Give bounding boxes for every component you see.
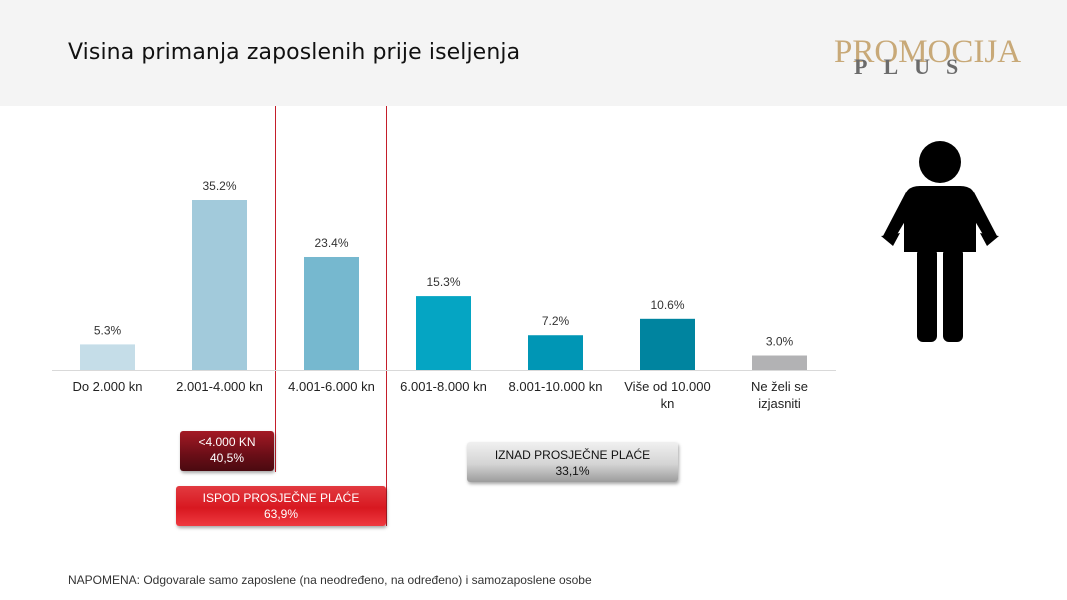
callout-below-average: ISPOD PROSJEČNE PLAĆE 63,9% [176, 486, 386, 526]
value-label-1: 35.2% [202, 179, 236, 193]
callout-below-average-label: ISPOD PROSJEČNE PLAĆE [202, 491, 360, 505]
bar-3 [416, 296, 471, 370]
person-empty-pockets-icon [881, 141, 999, 342]
bar-4 [528, 335, 583, 370]
callout-below-4000: <4.000 KN 40,5% [180, 431, 274, 471]
footnote: NAPOMENA: Odgovarale samo zaposlene (na … [68, 573, 592, 587]
callout-above-average-value: 33,1% [555, 464, 590, 478]
callout-above-average: IZNAD PROSJEČNE PLAĆE 33,1% [467, 442, 678, 482]
bar-2 [304, 256, 359, 370]
category-label-2: 4.001-6.000 kn [288, 379, 375, 394]
threshold-line-4000 [275, 106, 276, 472]
header-band [0, 0, 1067, 106]
bar-1 [192, 200, 247, 370]
brand-logo: PROMOCIJA PLUS [834, 34, 1039, 84]
bar-6 [752, 355, 807, 370]
logo-sub-text: PLUS [854, 54, 975, 79]
value-label-5: 10.6% [650, 298, 684, 312]
category-label-3: 6.001-8.000 kn [400, 379, 487, 394]
callout-above-average-label: IZNAD PROSJEČNE PLAĆE [494, 448, 651, 462]
threshold-line-average [386, 106, 387, 526]
value-label-4: 7.2% [542, 314, 570, 328]
category-label-1: 2.001-4.000 kn [176, 379, 263, 394]
bar-0 [80, 344, 135, 370]
category-label-5: Više od 10.000 kn [624, 379, 711, 411]
page-title: Visina primanja zaposlenih prije iseljen… [68, 40, 521, 65]
value-label-2: 23.4% [314, 236, 348, 250]
callout-below-average-value: 63,9% [263, 507, 299, 521]
bar-5 [640, 318, 695, 370]
callout-below-4000-value: 40,5% [209, 451, 245, 465]
callout-below-4000-label: <4.000 KN [198, 435, 256, 449]
category-label-6: Ne želi se izjasniti [751, 379, 808, 411]
logo-main-text: PROMOCIJA [834, 34, 1022, 70]
value-label-6: 3.0% [766, 335, 794, 349]
value-label-3: 15.3% [426, 275, 460, 289]
category-label-0: Do 2.000 kn [72, 379, 142, 394]
value-label-0: 5.3% [94, 323, 122, 337]
category-label-4: 8.001-10.000 kn [509, 379, 603, 394]
